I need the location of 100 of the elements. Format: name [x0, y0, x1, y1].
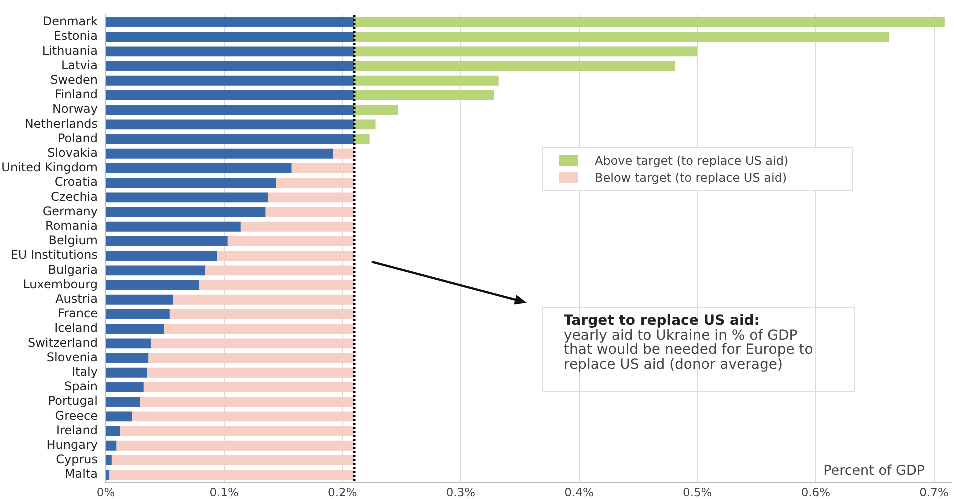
bar — [217, 251, 354, 262]
bar — [106, 178, 276, 188]
y-tick-label: Belgium — [48, 234, 98, 248]
bar — [354, 32, 890, 42]
y-tick-label: Finland — [55, 88, 98, 102]
x-tick-label: 0.6% — [801, 485, 831, 499]
y-tick-label: Lithuania — [42, 44, 98, 58]
y-tick-label: Norway — [52, 102, 98, 116]
bar — [106, 412, 132, 422]
annotation: Target to replace US aid: — [564, 313, 761, 329]
bar — [106, 470, 110, 480]
bar — [120, 426, 354, 436]
x-tick-label: 0.2% — [328, 485, 358, 499]
y-tick-label: Germany — [42, 204, 98, 218]
bar — [140, 397, 354, 408]
bar — [276, 178, 354, 188]
bar — [292, 164, 354, 174]
bar — [106, 90, 354, 100]
bar — [106, 148, 334, 159]
bar — [333, 148, 354, 159]
y-tick-label: Poland — [58, 131, 98, 146]
y-tick-label: Ireland — [56, 423, 98, 438]
bar — [354, 120, 376, 130]
y-tick-label: Switzerland — [28, 336, 98, 350]
bar — [170, 310, 354, 320]
bar — [144, 382, 354, 392]
y-tick-label: Iceland — [54, 321, 98, 336]
y-tick-label: Denmark — [42, 14, 98, 29]
y-tick-label: France — [58, 306, 98, 321]
bar — [354, 76, 499, 86]
bar — [106, 426, 120, 436]
bar — [106, 353, 149, 364]
bar — [116, 440, 354, 451]
bar — [199, 280, 354, 290]
y-tick-label: Portugal — [48, 394, 98, 408]
bar — [354, 46, 698, 57]
bar — [354, 90, 494, 100]
y-tick-label: Netherlands — [24, 116, 98, 131]
y-tick-label: United Kingdom — [2, 160, 98, 175]
bar — [106, 397, 140, 408]
bar — [228, 236, 354, 246]
bar — [106, 76, 354, 86]
bar — [106, 120, 354, 130]
x-axis-title: Percent of GDP — [824, 463, 925, 480]
x-tick-label: 0.4% — [564, 485, 594, 499]
y-tick-label: Luxembourg — [23, 277, 98, 292]
bar — [173, 294, 354, 305]
y-tick-label: Austria — [56, 292, 98, 306]
bar — [106, 280, 200, 290]
y-tick-label: Spain — [64, 380, 98, 394]
bar — [106, 164, 292, 174]
bar — [106, 251, 218, 262]
y-tick-label: Estonia — [54, 29, 98, 44]
bar — [354, 61, 676, 72]
y-tick-label: EU Institutions — [10, 248, 98, 262]
bar — [106, 324, 164, 334]
y-tick-label: Slovenia — [46, 350, 98, 364]
bar — [106, 266, 206, 276]
bar — [106, 236, 228, 246]
y-tick-label: Croatia — [54, 175, 98, 190]
bar — [354, 105, 398, 116]
bar — [106, 32, 354, 42]
x-tick-label: 0.7% — [920, 485, 949, 499]
bar — [106, 105, 354, 116]
bar — [110, 470, 354, 480]
bar — [106, 134, 354, 144]
y-tick-label: Cyprus — [56, 452, 98, 467]
bar — [106, 368, 148, 378]
bar — [106, 338, 151, 349]
bar — [354, 134, 370, 144]
bar — [106, 310, 170, 320]
bar — [106, 207, 266, 218]
bar — [106, 61, 354, 72]
y-tick-label: Sweden — [50, 73, 98, 88]
y-tick-label: Czechia — [51, 190, 98, 204]
bar — [106, 382, 144, 392]
y-tick-label: Romania — [46, 219, 98, 234]
bar — [106, 456, 112, 466]
bar — [132, 412, 354, 422]
bar — [106, 440, 117, 451]
bar — [268, 192, 354, 203]
bar — [266, 207, 354, 218]
y-tick-label: Slovakia — [48, 146, 98, 160]
bar — [106, 294, 174, 305]
bar — [147, 368, 354, 378]
bar — [106, 192, 268, 203]
y-tick-label: Hungary — [46, 438, 98, 452]
bar — [106, 222, 241, 232]
y-tick-label: Malta — [64, 467, 98, 482]
legend-label: Below target (to replace US aid) — [595, 170, 788, 184]
x-tick-label: 0.1% — [210, 485, 239, 499]
x-tick-label: 0% — [96, 485, 116, 499]
bar — [354, 18, 945, 28]
x-tick-label: 0.5% — [683, 485, 712, 499]
x-tick-label: 0.3% — [446, 485, 476, 499]
legend-label: Above target (to replace US aid) — [595, 154, 789, 168]
y-tick-label: Bulgaria — [48, 262, 98, 277]
bar — [164, 324, 354, 334]
annotation: yearly aid to Ukraine in % of GDP that would be needed for Europe to replace US aid (donor average) — [564, 328, 814, 372]
bar — [112, 456, 354, 466]
